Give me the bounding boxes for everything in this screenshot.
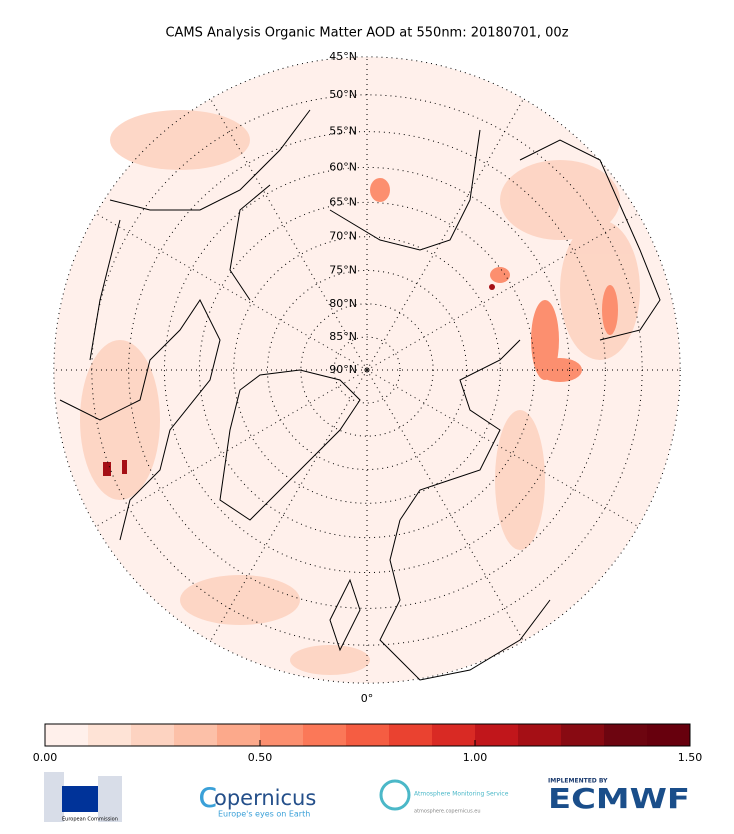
colorbar-bin [389, 724, 433, 746]
latitude-label: 65°N [329, 195, 357, 208]
latitude-label: 80°N [329, 297, 357, 310]
latitude-label: 85°N [329, 330, 357, 343]
meridian [366, 212, 639, 371]
latitude-label: 75°N [329, 263, 357, 276]
colorbar-bin [561, 724, 605, 746]
ec-building [44, 772, 64, 822]
latitude-circle [333, 336, 401, 404]
colorbar-bin [131, 724, 175, 746]
ecmwf-top: IMPLEMENTED BY [548, 778, 608, 785]
map: 45°N 50°N 55°N 60°N 65°N 70°N 75°N 80°N 85°N 90°N… [53, 50, 681, 705]
meridian [366, 98, 525, 371]
cams-icon [379, 779, 411, 811]
ecmwf-text: ECMWF [548, 782, 690, 815]
copernicus-c: c [198, 775, 218, 816]
colorbar-bin [346, 724, 390, 746]
latitude-label: 45°N [329, 50, 357, 63]
colorbar-bin [518, 724, 562, 746]
meridian [95, 212, 368, 371]
latitude-circle [163, 166, 571, 574]
colorbar-bin [260, 724, 304, 746]
colorbar-bin [88, 724, 132, 746]
colorbar-tick-label: 1.50 [678, 751, 703, 764]
meridian [209, 98, 368, 371]
meridian [366, 369, 525, 642]
colorbar-bin [45, 724, 89, 746]
aod-field [80, 110, 640, 675]
colorbar-tick-label: 1.00 [463, 751, 488, 764]
cams-text: Atmosphere Monitoring Service [414, 791, 509, 798]
colorbar-tick-label: 0.50 [248, 751, 273, 764]
ec-building [98, 776, 122, 822]
latitude-label: 90°N [329, 363, 357, 376]
colorbar-bin [303, 724, 347, 746]
latitude-circle [233, 236, 501, 504]
latitude-circle [128, 131, 606, 609]
aod-plume [370, 178, 618, 382]
colorbar-frame [44, 723, 691, 747]
latitude-label: 60°N [329, 160, 357, 173]
ec-flag [62, 786, 98, 812]
latitude-label: 70°N [329, 230, 357, 243]
title: CAMS Analysis Organic Matter AOD at 550n… [165, 26, 568, 41]
pole [364, 367, 370, 373]
latitude-label: 50°N [329, 88, 357, 101]
aod-hotspot [103, 284, 495, 476]
coastlines [59, 109, 661, 681]
latitude-circle [266, 269, 468, 471]
meridian [366, 369, 639, 528]
colorbar-tick-label: 0.00 [33, 751, 58, 764]
meridian-label: 0° [361, 692, 374, 705]
colorbar-bin [475, 724, 519, 746]
latitude-circle [300, 303, 434, 437]
latitude-circle [91, 94, 643, 646]
copernicus-text: opernicus [214, 786, 316, 810]
graticule: 45°N 50°N 55°N 60°N 65°N 70°N 75°N 80°N 85°N 90°N [53, 50, 681, 684]
colorbar: 0.00 0.50 1.00 1.50 [33, 723, 703, 764]
colorbar-bin [174, 724, 218, 746]
ec-text: European Commission [62, 817, 118, 823]
copernicus-tagline: Europe's eyes on Earth [218, 810, 310, 819]
cams-url: atmosphere.copernicus.eu [414, 809, 481, 815]
colorbar-bin [217, 724, 261, 746]
meridian [209, 369, 368, 642]
logos: European Commission c opernicus Europe's… [44, 772, 690, 823]
latitude-circle [198, 201, 536, 539]
latitude-label: 55°N [329, 125, 357, 138]
colorbar-bin [432, 724, 476, 746]
colorbar-bin [604, 724, 648, 746]
latitude-circle [53, 56, 681, 684]
meridian [95, 369, 368, 528]
colorbar-bin [647, 724, 691, 746]
